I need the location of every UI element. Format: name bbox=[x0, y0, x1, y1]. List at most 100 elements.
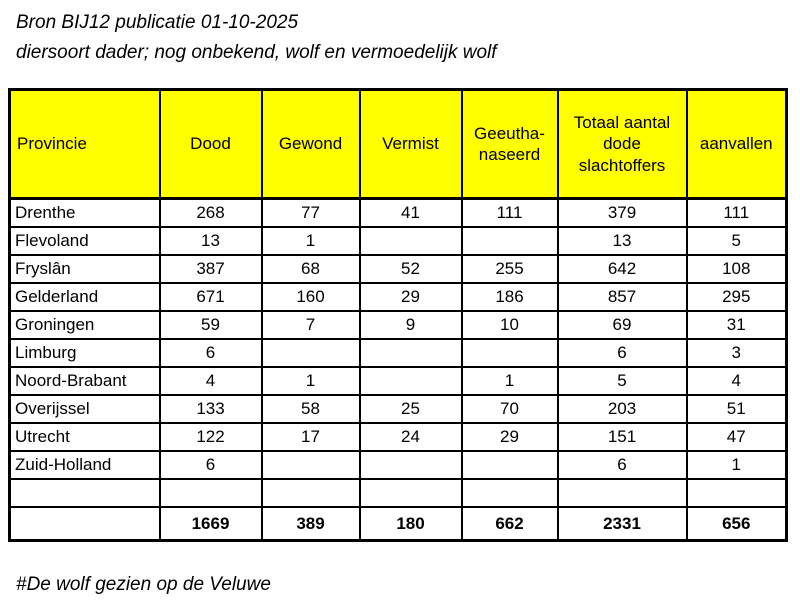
value-cell: 1 bbox=[260, 366, 361, 396]
value-cell bbox=[358, 478, 463, 508]
value-cell: 68 bbox=[260, 254, 361, 284]
value-cell: 10 bbox=[460, 310, 559, 340]
value-cell bbox=[685, 478, 788, 508]
value-cell: 52 bbox=[358, 254, 463, 284]
value-cell: 6 bbox=[158, 450, 263, 480]
value-cell: 6 bbox=[556, 338, 688, 368]
value-cell: 151 bbox=[556, 422, 688, 452]
table-row: Overijssel 133 58 25 70 203 51 bbox=[8, 394, 788, 424]
value-cell: 4 bbox=[685, 366, 788, 396]
table-row: Groningen 59 7 9 10 69 31 bbox=[8, 310, 788, 340]
value-cell: 13 bbox=[158, 226, 263, 256]
value-cell: 17 bbox=[260, 422, 361, 452]
value-cell: 47 bbox=[685, 422, 788, 452]
province-cell bbox=[8, 478, 161, 508]
column-header-dood: Dood bbox=[158, 88, 263, 200]
totals-row: 1669 389 180 662 2331 656 bbox=[8, 506, 788, 542]
value-cell bbox=[358, 338, 463, 368]
value-cell: 29 bbox=[460, 422, 559, 452]
value-cell: 41 bbox=[358, 197, 463, 228]
column-header-vermist: Vermist bbox=[358, 88, 463, 200]
province-cell: Flevoland bbox=[8, 226, 161, 256]
value-cell bbox=[260, 450, 361, 480]
value-cell: 24 bbox=[358, 422, 463, 452]
total-value-cell: 180 bbox=[358, 506, 463, 542]
value-cell: 111 bbox=[685, 197, 788, 228]
province-cell: Limburg bbox=[8, 338, 161, 368]
value-cell: 6 bbox=[556, 450, 688, 480]
value-cell: 4 bbox=[158, 366, 263, 396]
value-cell: 69 bbox=[556, 310, 688, 340]
value-cell bbox=[158, 478, 263, 508]
province-cell: Fryslân bbox=[8, 254, 161, 284]
table-row: Gelderland 671 160 29 186 857 295 bbox=[8, 282, 788, 312]
column-header-provincie: Provincie bbox=[8, 88, 161, 200]
value-cell bbox=[260, 478, 361, 508]
column-header-geeuthanaseerd: Geeutha-naseerd bbox=[460, 88, 559, 200]
source-title: Bron BIJ12 publicatie 01-10-2025 bbox=[16, 12, 299, 33]
value-cell bbox=[358, 366, 463, 396]
value-cell: 133 bbox=[158, 394, 263, 424]
value-cell: 111 bbox=[460, 197, 559, 228]
value-cell: 5 bbox=[556, 366, 688, 396]
value-cell: 1 bbox=[685, 450, 788, 480]
province-cell: Utrecht bbox=[8, 422, 161, 452]
province-cell: Gelderland bbox=[8, 282, 161, 312]
total-value-cell: 656 bbox=[685, 506, 788, 542]
table-row: Noord-Brabant 4 1 1 5 4 bbox=[8, 366, 788, 396]
province-cell: Overijssel bbox=[8, 394, 161, 424]
value-cell: 59 bbox=[158, 310, 263, 340]
value-cell: 3 bbox=[685, 338, 788, 368]
province-damage-table: Provincie Dood Gewond Vermist Geeutha-na… bbox=[8, 88, 788, 542]
column-header-totaal-dode-slachtoffers: Totaal aantal dode slachtoffers bbox=[556, 88, 688, 200]
value-cell: 122 bbox=[158, 422, 263, 452]
value-cell: 1 bbox=[460, 366, 559, 396]
table-row: Fryslân 387 68 52 255 642 108 bbox=[8, 254, 788, 284]
totals-label-cell bbox=[8, 506, 161, 542]
value-cell: 857 bbox=[556, 282, 688, 312]
total-value-cell: 662 bbox=[460, 506, 559, 542]
value-cell: 255 bbox=[460, 254, 559, 284]
value-cell: 51 bbox=[685, 394, 788, 424]
table-row: Zuid-Holland 6 6 1 bbox=[8, 450, 788, 480]
total-value-cell: 2331 bbox=[556, 506, 688, 542]
value-cell: 379 bbox=[556, 197, 688, 228]
footer-note: #De wolf gezien op de Veluwe bbox=[16, 574, 271, 595]
value-cell bbox=[460, 226, 559, 256]
value-cell: 6 bbox=[158, 338, 263, 368]
value-cell: 295 bbox=[685, 282, 788, 312]
value-cell: 25 bbox=[358, 394, 463, 424]
value-cell bbox=[260, 338, 361, 368]
value-cell bbox=[556, 478, 688, 508]
value-cell bbox=[460, 338, 559, 368]
value-cell: 31 bbox=[685, 310, 788, 340]
total-value-cell: 389 bbox=[260, 506, 361, 542]
value-cell: 671 bbox=[158, 282, 263, 312]
value-cell: 9 bbox=[358, 310, 463, 340]
province-cell: Drenthe bbox=[8, 197, 161, 228]
table-row: Utrecht 122 17 24 29 151 47 bbox=[8, 422, 788, 452]
filter-subtitle: diersoort dader; nog onbekend, wolf en v… bbox=[16, 42, 497, 63]
value-cell: 268 bbox=[158, 197, 263, 228]
value-cell: 58 bbox=[260, 394, 361, 424]
value-cell: 77 bbox=[260, 197, 361, 228]
title-block: Bron BIJ12 publicatie 01-10-2025 diersoo… bbox=[0, 0, 800, 68]
value-cell: 108 bbox=[685, 254, 788, 284]
column-header-aanvallen: aanvallen bbox=[685, 88, 788, 200]
value-cell: 203 bbox=[556, 394, 688, 424]
value-cell: 642 bbox=[556, 254, 688, 284]
province-cell: Zuid-Holland bbox=[8, 450, 161, 480]
value-cell: 7 bbox=[260, 310, 361, 340]
value-cell: 1 bbox=[260, 226, 361, 256]
table-body: Drenthe 268 77 41 111 379 111 Flevoland 13 1 13 5 Fr… bbox=[8, 197, 788, 542]
value-cell: 387 bbox=[158, 254, 263, 284]
table-row bbox=[8, 478, 788, 508]
value-cell: 13 bbox=[556, 226, 688, 256]
province-cell: Noord-Brabant bbox=[8, 366, 161, 396]
total-value-cell: 1669 bbox=[158, 506, 263, 542]
value-cell: 70 bbox=[460, 394, 559, 424]
value-cell: 160 bbox=[260, 282, 361, 312]
value-cell bbox=[358, 226, 463, 256]
province-cell: Groningen bbox=[8, 310, 161, 340]
